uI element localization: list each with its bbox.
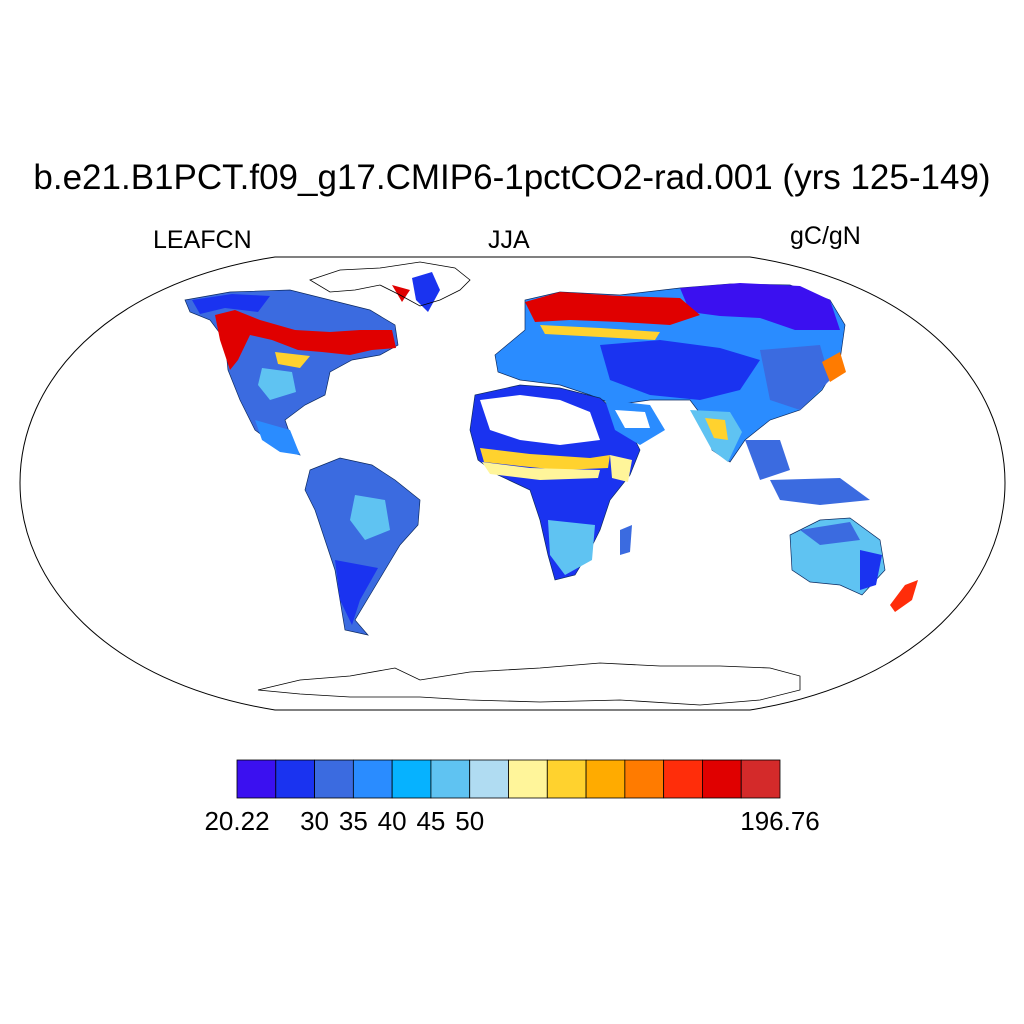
east-asia-patch <box>760 345 830 410</box>
south-america-light <box>350 495 390 540</box>
colorbar-swatch <box>275 759 315 799</box>
map-title: b.e21.B1PCT.f09_g17.CMIP6-1pctCO2-rad.00… <box>33 158 991 197</box>
boreal-band-north-america <box>215 310 396 370</box>
greenland-edge <box>392 285 410 302</box>
colorbar-tick-label: 40 <box>377 806 407 836</box>
sahara-white <box>480 395 600 445</box>
colorbar-tick-label: 45 <box>416 806 446 836</box>
colorbar-swatch <box>702 759 742 799</box>
colorbar-swatch <box>469 759 509 799</box>
japan-region <box>822 352 846 382</box>
colorbar-swatch <box>663 759 703 799</box>
colorbar-swatch <box>391 759 432 799</box>
colorbar-tick-label: 50 <box>455 806 485 836</box>
west-north-america <box>192 294 270 314</box>
variable-label: LEAFCN <box>153 226 252 254</box>
south-america-region <box>304 457 421 636</box>
madagascar <box>620 525 632 555</box>
mexico-region <box>255 420 300 455</box>
colorbar-swatch <box>624 759 665 799</box>
colorbar-swatch <box>508 759 548 799</box>
colorbar-tick-label: 35 <box>338 806 368 836</box>
southeast-asia-region <box>745 440 790 480</box>
asia-blue-patch <box>600 340 760 400</box>
arctic-outline <box>309 261 471 307</box>
colorbar <box>236 759 781 799</box>
sahel-light-band <box>482 462 600 480</box>
colorbar-swatch <box>585 759 626 799</box>
colorbar-swatch <box>430 759 471 799</box>
colorbar-tick-label: 20.22 <box>204 806 270 836</box>
greenland-fragment <box>412 272 440 312</box>
colorbar-tick-label: 30 <box>300 806 330 836</box>
south-america-south <box>335 560 378 625</box>
africa-east-yellow <box>610 455 632 482</box>
australia-east <box>860 550 882 590</box>
light-patch-north-america <box>258 368 296 400</box>
map-outline <box>19 256 1006 711</box>
maritime-continent <box>770 478 870 505</box>
colorbar-swatch <box>236 759 277 799</box>
sahel-yellow-band <box>480 448 610 470</box>
siberia-region <box>680 283 840 330</box>
yellow-band-eurasia <box>540 325 660 340</box>
yellow-band-north-america <box>275 352 310 368</box>
units-label: gC/gN <box>790 222 861 250</box>
colorbar-swatch <box>352 759 393 799</box>
new-zealand <box>890 580 918 612</box>
colorbar-tick-label: 196.76 <box>740 806 820 836</box>
arabia-white <box>615 410 650 428</box>
southern-africa-light <box>548 520 595 575</box>
australia-north <box>800 522 860 545</box>
antarctica-outline <box>257 662 801 706</box>
map-field <box>184 261 918 706</box>
boreal-band-eurasia <box>525 292 700 325</box>
season-label: JJA <box>488 226 530 254</box>
colorbar-swatch <box>546 759 587 799</box>
india-yellow <box>705 418 728 440</box>
colorbar-swatch <box>740 759 781 799</box>
colorbar-swatch <box>314 759 354 799</box>
